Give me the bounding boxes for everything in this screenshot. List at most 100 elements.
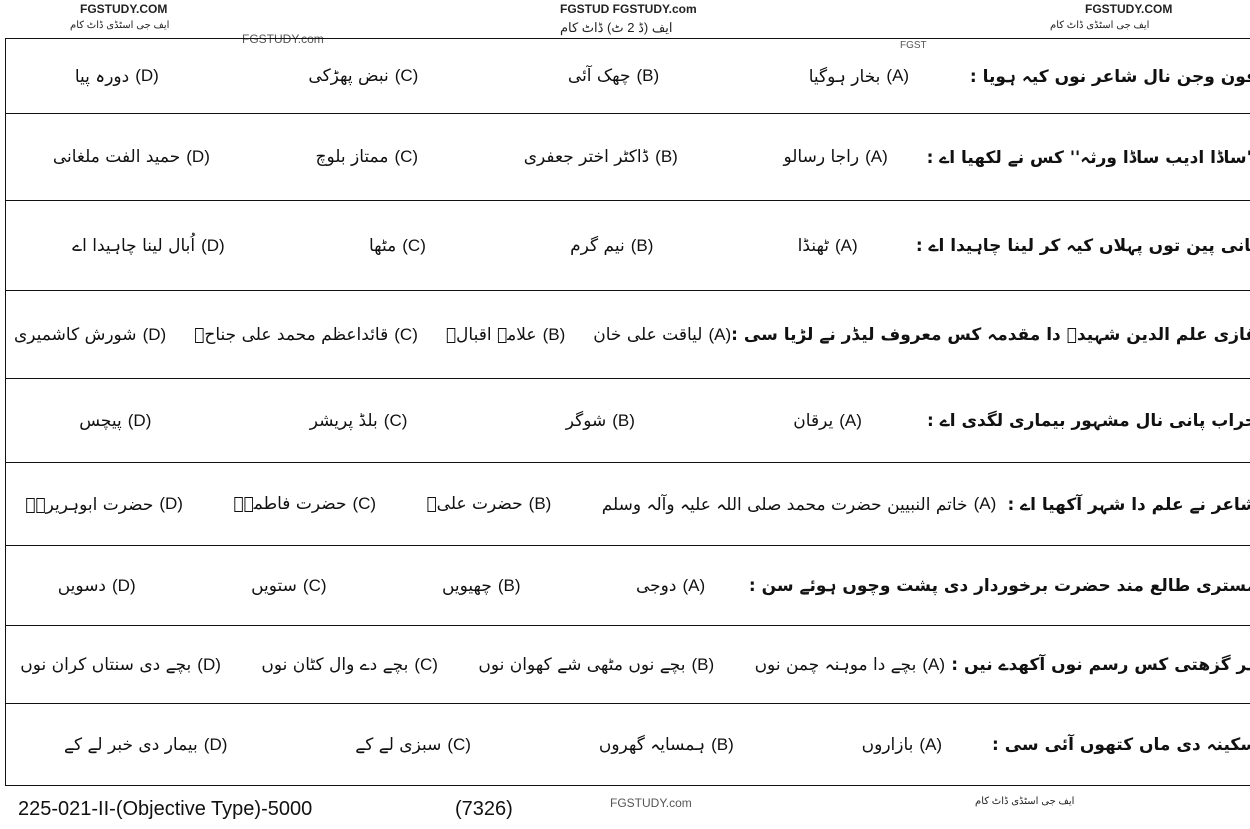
option-label: (D) [201, 235, 225, 255]
question-text: خراب پانی نال مشہور بیماری لگدی اے : [927, 411, 1250, 431]
option-label: (C) [414, 654, 438, 674]
question-line: سکینہ دی ماں کتھوں آئی سی : (A) بازاروں (B)… [6, 734, 1250, 756]
question-line: ''ساڈا ادیب ساڈا ورثہ'' کس نے لکھیا اے :… [6, 147, 1250, 168]
option-label: (B) [497, 575, 521, 595]
option-text: ممتاز بلوچ [315, 147, 389, 167]
options: (A) دوجی (B) چھیویں (C) ستویں (D) دسویں [14, 576, 749, 596]
option-label: (C) [402, 235, 426, 255]
option-d: (D) دسویں [58, 576, 136, 596]
question-line: شاعر نے علم دا شہر آکھیا اے : (A) خاتم الن… [6, 494, 1250, 515]
paper-code: 225-021-II-(Objective Type)-5000 [18, 798, 313, 820]
option-text: بچے دی سنتاں کران نوں [20, 655, 192, 675]
watermark: FGSTUDY.COM [80, 2, 168, 16]
option-text: حضرت علیؓ [426, 494, 523, 514]
option-text: دورہ پیا [74, 66, 130, 87]
option-text: علامہ اقبالؒ [445, 324, 537, 345]
option-label: (A) [835, 235, 858, 255]
paper-number: (7326) [455, 798, 513, 820]
option-a: (A) ٹھنڈا [798, 235, 858, 256]
option-label: (C) [394, 147, 419, 166]
option-c: (C) بچے دے وال کٹان نوں [261, 654, 438, 676]
option-text: پیچس [79, 410, 122, 431]
option-b: (B) چھک آئی [568, 66, 659, 87]
option-label: (D) [197, 654, 221, 674]
option-a: (A) راجا رسالو [783, 147, 887, 167]
option-label: (D) [186, 147, 210, 166]
question-text: ہر گزھتی کس رسم نوں آکھدے نیں : [951, 655, 1250, 675]
option-text: نیم گرم [570, 235, 625, 256]
option-b: (B) شوگر [566, 411, 635, 431]
question-cell: ''ساڈا ادیب ساڈا ورثہ'' کس نے لکھیا اے :… [4, 113, 1250, 201]
question-text: غازی علم الدین شہیدؒ دا مقدمہ کس معروف ل… [731, 325, 1250, 345]
question-row: فون وجن نال شاعر نوں کیہ ہویا : (A) بخار ہ… [4, 38, 1250, 114]
option-label: (A) [682, 575, 706, 595]
option-label: (A) [865, 147, 888, 166]
options: (A) خاتم النبیین حضرت محمد صلی اللہ علیہ … [14, 494, 1007, 515]
option-a: (A) خاتم النبیین حضرت محمد صلی اللہ علیہ … [602, 494, 997, 515]
option-d: (D) دورہ پیا [75, 66, 159, 87]
option-c: (C) نبض پھڑکی [308, 66, 418, 87]
watermark: FGSTUDY.COM [1085, 2, 1173, 16]
watermark: FGSTUD FGSTUDY.com [560, 2, 697, 16]
options: (A) راجا رسالو (B) ڈاکٹر اختر جعفری (C) ممتاز… [14, 147, 927, 167]
option-b: (B) چھیویں [442, 576, 521, 596]
option-text: لیاقت علی خان [593, 324, 703, 345]
question-cell: شاعر نے علم دا شہر آکھیا اے : (A) خاتم الن… [4, 462, 1250, 546]
option-text: دوجی [636, 575, 677, 596]
option-text: بچے دے وال کٹان نوں [261, 655, 409, 675]
option-label: (D) [135, 66, 159, 85]
option-a: (A) بازاروں [862, 734, 942, 755]
option-b: (B) نیم گرم [570, 235, 653, 256]
options: (A) بخار ہوگیا (B) چھک آئی (C) نبض پھڑکی (D) دو… [14, 66, 970, 87]
option-a: (A) بچے دا موہنہ چمن نوں [755, 654, 946, 676]
option-label: (A) [839, 410, 862, 430]
option-label: (B) [711, 734, 734, 754]
option-text: ڈاکٹر اختر جعفری [523, 147, 650, 167]
option-text: مٹھا [368, 235, 397, 256]
option-text: بلڈ پریشر [309, 410, 378, 431]
option-text: ہمسایہ گھروں [598, 735, 706, 755]
option-text: چھیویں [441, 575, 492, 596]
options: (A) یرقان (B) شوگر (C) بلڈ پریشر (D) پیچس [14, 411, 927, 431]
question-line: غازی علم الدین شہیدؒ دا مقدمہ کس معروف ل… [6, 324, 1250, 346]
option-label: (D) [127, 410, 152, 430]
option-text: بیمار دی خبر لے کے [64, 735, 198, 755]
option-b: (B) ڈاکٹر اختر جعفری [524, 147, 678, 167]
question-row: پانی پین توں پہلاں کیہ کر لینا چاہیدا اے… [4, 200, 1250, 291]
option-text: یرقان [793, 410, 834, 431]
watermark: FGSTUDY.com [610, 796, 692, 810]
option-label: (A) [922, 654, 946, 674]
option-text: قائداعظم محمد علی جناحؒ [194, 324, 389, 345]
option-label: (A) [886, 66, 910, 85]
question-line: خراب پانی نال مشہور بیماری لگدی اے : (A) ی… [6, 410, 1250, 432]
option-c: (C) ممتاز بلوچ [316, 147, 419, 167]
option-c: (C) قائداعظم محمد علی جناحؒ [194, 325, 418, 345]
question-text: پانی پین توں پہلاں کیہ کر لینا چاہیدا اے… [915, 236, 1250, 256]
question-text: مستری طالع مند حضرت برخوردار دی پشت وچوں… [748, 576, 1250, 596]
option-label: (D) [142, 324, 167, 344]
question-row: ''ساڈا ادیب ساڈا ورثہ'' کس نے لکھیا اے :… [4, 113, 1250, 201]
option-d: (D) بیمار دی خبر لے کے [64, 734, 227, 756]
question-text: سکینہ دی ماں کتھوں آئی سی : [992, 735, 1250, 755]
options: (A) بازاروں (B) ہمسایہ گھروں (C) سبزی لے کے (D… [14, 734, 992, 756]
option-b: (B) ہمسایہ گھروں [598, 734, 734, 756]
option-label: (D) [112, 575, 136, 595]
option-c: (C) بلڈ پریشر [310, 411, 408, 431]
option-text: بچے نوں مٹھی شے کھوان نوں [478, 655, 686, 675]
option-label: (B) [636, 66, 660, 85]
option-text: حضرت ابوہریرہؓ [25, 494, 154, 515]
watermark-urdu: ایف جی اسٹڈی ڈاٹ کام [975, 796, 1075, 807]
option-d: (D) شورش کاشمیری [14, 325, 166, 345]
option-b: (B) بچے نوں مٹھی شے کھوان نوں [478, 654, 714, 676]
option-text: خاتم النبیین حضرت محمد صلی اللہ علیہ وآل… [601, 494, 968, 515]
option-a: (A) بخار ہوگیا [809, 66, 909, 87]
option-c: (C) سبزی لے کے [355, 734, 471, 756]
question-cell: سکینہ دی ماں کتھوں آئی سی : (A) بازاروں (B)… [4, 703, 1250, 786]
option-text: سبزی لے کے [355, 735, 442, 755]
option-c: (C) حضرت فاطمہؓ [233, 494, 376, 515]
option-c: (C) ستویں [251, 576, 326, 596]
option-text: اُبال لینا چاہیدا اے [72, 236, 196, 256]
question-text: شاعر نے علم دا شہر آکھیا اے : [1007, 494, 1250, 515]
option-text: راجا رسالو [783, 147, 860, 167]
option-label: (C) [394, 66, 419, 85]
